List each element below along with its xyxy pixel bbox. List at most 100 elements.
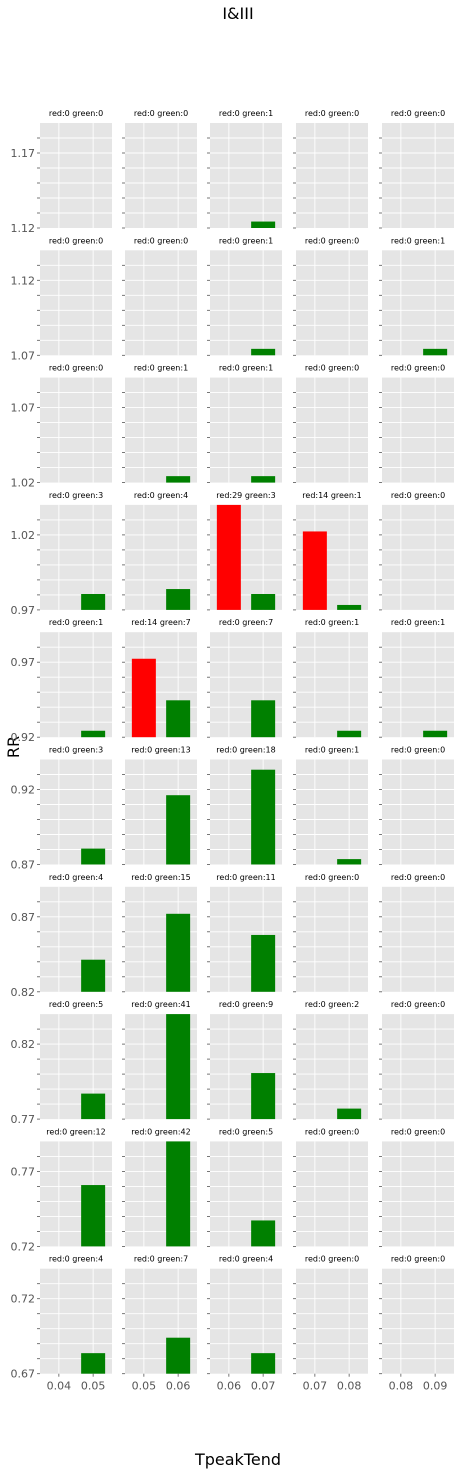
plot-area — [40, 250, 112, 356]
subplot-title: red:0 green:1 — [219, 109, 273, 118]
subplot: red:0 green:5 0.77 0.82 — [11, 1000, 112, 1126]
subplot-title: red:0 green:12 — [46, 1127, 105, 1136]
subplot: red:0 green:1 — [379, 618, 454, 738]
y-tick-label: 0.77 — [11, 1113, 36, 1126]
x-tick-label: 0.05 — [81, 1380, 106, 1393]
subplot: red:0 green:13 — [122, 746, 197, 865]
subplot-title: red:0 green:0 — [305, 364, 359, 373]
subplot-title: red:0 green:4 — [219, 1255, 273, 1264]
y-tick-label: 0.92 — [11, 731, 36, 744]
plot-area — [125, 377, 197, 483]
y-tick-label: 0.82 — [11, 986, 36, 999]
subplot-title: red:0 green:1 — [219, 236, 273, 245]
plot-area — [40, 759, 112, 865]
subplot: red:0 green:0 0.08 0.09 — [379, 1255, 454, 1393]
subplot: red:0 green:0 — [379, 109, 454, 229]
subplot: red:0 green:5 — [207, 1127, 282, 1247]
x-tick-label: 0.06 — [217, 1380, 242, 1393]
subplot: red:0 green:1 — [207, 364, 282, 484]
subplot: red:0 green:41 — [122, 1000, 197, 1120]
subplot: red:0 green:1 — [122, 364, 197, 484]
subplot-title: red:0 green:0 — [391, 1127, 445, 1136]
y-tick-label: 0.72 — [11, 1293, 36, 1306]
subplot: red:29 green:3 — [207, 491, 282, 611]
green-bar — [81, 959, 106, 992]
green-bar — [81, 1353, 106, 1374]
subplot: red:0 green:0 1.07 1.12 — [11, 236, 112, 362]
plot-area — [382, 504, 454, 610]
subplot: red:0 green:4 0.82 0.87 — [11, 873, 112, 999]
subplot-title: red:0 green:42 — [131, 1127, 190, 1136]
y-tick-label: 0.77 — [11, 1165, 36, 1178]
green-bar — [166, 589, 191, 610]
plot-area — [296, 377, 368, 483]
y-tick-label: 1.17 — [11, 147, 36, 160]
green-bar — [166, 1141, 191, 1247]
plot-area — [382, 1268, 454, 1374]
subplot-title: red:0 green:1 — [49, 618, 103, 627]
plot-area — [382, 632, 454, 738]
y-tick-label: 0.87 — [11, 859, 36, 872]
subplot-title: red:0 green:0 — [305, 236, 359, 245]
green-bar — [251, 1353, 276, 1374]
green-bar — [251, 594, 276, 610]
subplot-title: red:0 green:0 — [391, 873, 445, 882]
green-bar — [337, 604, 362, 610]
plot-area — [40, 123, 112, 228]
green-bar — [337, 1108, 362, 1120]
subplot: red:0 green:0 — [379, 1000, 454, 1120]
subplot-title: red:0 green:11 — [216, 873, 275, 882]
subplot: red:0 green:1 0.92 0.97 — [11, 618, 112, 744]
plot-area — [296, 1014, 368, 1120]
green-bar — [166, 1014, 191, 1120]
subplot-title: red:14 green:7 — [131, 618, 190, 627]
plot-area — [125, 123, 197, 228]
subplot-title: red:0 green:13 — [131, 746, 190, 755]
subplot: red:0 green:1 — [293, 746, 368, 865]
subplot: red:0 green:3 0.97 1.02 — [11, 491, 112, 617]
subplot: red:14 green:7 — [122, 618, 197, 738]
subplot-title: red:0 green:1 — [305, 618, 359, 627]
green-bar — [81, 1185, 106, 1247]
green-bar — [251, 348, 276, 356]
x-tick-label: 0.09 — [423, 1380, 448, 1393]
x-tick-label: 0.07 — [251, 1380, 276, 1393]
y-tick-label: 0.97 — [11, 656, 36, 669]
plot-area — [296, 759, 368, 865]
green-bar — [251, 769, 276, 865]
green-bar — [251, 700, 276, 738]
subplot-title: red:0 green:0 — [305, 873, 359, 882]
y-tick-label: 0.87 — [11, 911, 36, 924]
y-tick-label: 0.72 — [11, 1240, 36, 1253]
subplot: red:0 green:12 0.72 0.77 — [11, 1127, 112, 1253]
subplot-title: red:0 green:5 — [49, 1000, 103, 1009]
subplot-title: red:0 green:7 — [219, 618, 273, 627]
plot-area — [40, 504, 112, 610]
subplot-title: red:0 green:3 — [49, 491, 103, 500]
subplot-title: red:0 green:0 — [391, 746, 445, 755]
subplot: red:0 green:3 0.87 0.92 — [11, 746, 112, 872]
y-tick-label: 1.07 — [11, 402, 36, 415]
plot-area — [210, 250, 282, 356]
y-tick-label: 1.02 — [11, 477, 36, 490]
subplot-title: red:0 green:0 — [391, 1000, 445, 1009]
subplot: red:0 green:18 — [207, 746, 282, 865]
subplot: red:0 green:42 — [122, 1127, 197, 1247]
plot-area — [382, 759, 454, 865]
green-bar — [337, 730, 362, 738]
subplot-title: red:0 green:18 — [216, 746, 275, 755]
plot-area — [382, 377, 454, 483]
green-bar — [251, 476, 276, 483]
subplot-title: red:0 green:9 — [219, 1000, 273, 1009]
green-bar — [166, 913, 191, 992]
subplot: red:0 green:4 0.67 0.72 0.04 0.05 — [11, 1255, 112, 1393]
subplot-title: red:0 green:0 — [49, 364, 103, 373]
green-bar — [81, 594, 106, 610]
y-tick-label: 1.12 — [11, 274, 36, 287]
subplot-title: red:0 green:1 — [391, 618, 445, 627]
x-tick-label: 0.05 — [132, 1380, 157, 1393]
plot-area — [210, 123, 282, 228]
green-bar — [251, 1073, 276, 1120]
subplot-title: red:0 green:0 — [305, 1255, 359, 1264]
